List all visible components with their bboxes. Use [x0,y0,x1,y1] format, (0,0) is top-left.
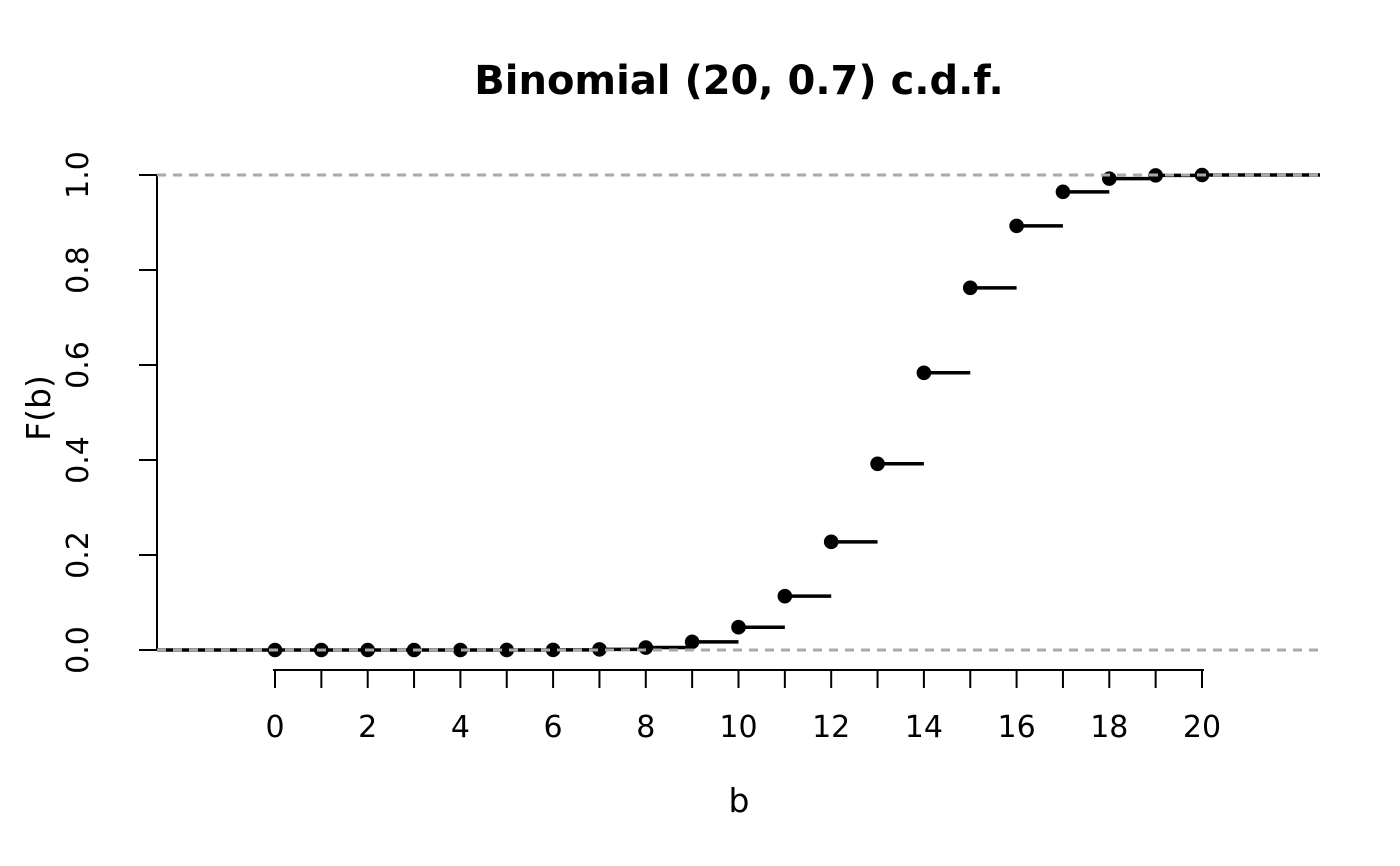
x-tick-label: 4 [451,710,470,745]
x-tick-label: 20 [1183,710,1221,745]
x-tick-label: 6 [544,710,563,745]
y-tick-label: 0.2 [61,531,96,579]
data-point [684,634,700,650]
data-point [731,619,746,635]
x-axis-label: b [729,781,750,820]
y-tick-label: 0.4 [61,436,96,484]
data-point [592,642,607,657]
reference-lines-layer [157,173,1320,652]
x-tick-label: 8 [636,710,655,745]
x-tick-label: 0 [265,710,284,745]
x-tick-label: 16 [998,710,1036,745]
y-tick-label: 1.0 [61,151,96,199]
x-tick-label: 14 [905,710,943,745]
y-tick-label: 0.8 [61,246,96,294]
axes-layer: 0 2 4 6 8 10 12 14 16 18 20 0.0 0.2 0.4 0.6 0.8 1.0 [61,151,1221,745]
data-point [870,456,885,472]
y-tick-label: 0.6 [61,341,96,389]
y-tick-label: 0.0 [61,626,96,674]
y-axis-label: F(b) [19,375,58,441]
x-tick-label: 12 [812,710,850,745]
data-point [1055,184,1071,200]
data-point [545,642,561,658]
data-point [499,642,515,658]
chart-title: Binomial (20, 0.7) c.d.f. [474,58,1003,104]
data-point [453,642,468,658]
step-series-layer [157,167,1320,658]
x-tick-label: 2 [358,710,377,745]
data-point [1009,218,1024,234]
data-point [823,534,839,550]
data-point [777,588,793,604]
data-point [916,365,932,381]
data-point [962,280,978,296]
x-tick-label: 18 [1090,710,1128,745]
x-tick-label: 10 [719,710,757,745]
data-point [638,640,654,655]
